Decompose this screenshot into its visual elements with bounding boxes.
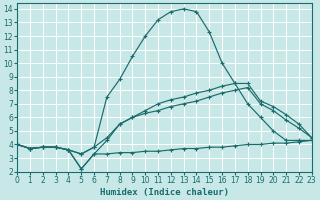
- X-axis label: Humidex (Indice chaleur): Humidex (Indice chaleur): [100, 188, 229, 197]
